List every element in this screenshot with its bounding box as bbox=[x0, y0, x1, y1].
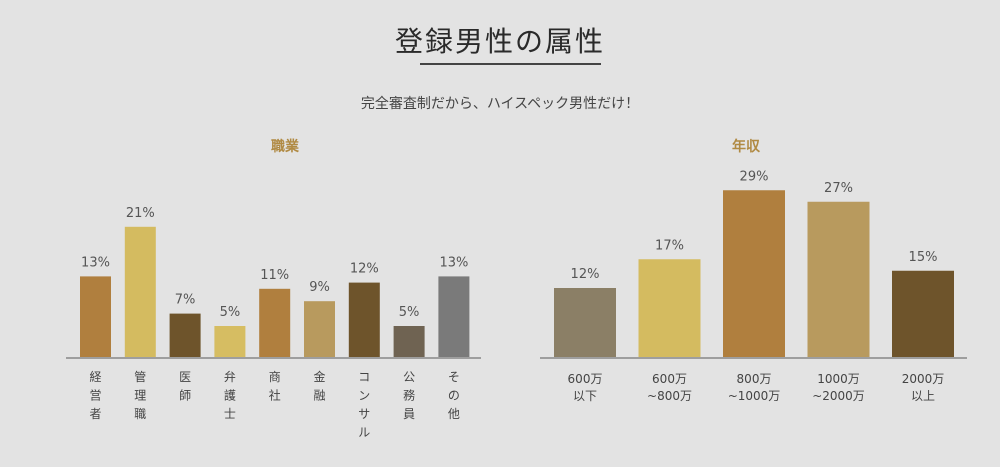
job-bar bbox=[348, 282, 380, 357]
income-category-label: ~1000万 bbox=[728, 389, 781, 403]
job-category-label: ル bbox=[358, 426, 370, 440]
job-category-label: 職 bbox=[134, 407, 146, 421]
job-value-label: 7% bbox=[175, 293, 196, 308]
job-category-label: 商 bbox=[269, 369, 281, 384]
income-category-label: ~800万 bbox=[647, 389, 692, 403]
income-category-label: ~2000万 bbox=[812, 389, 865, 403]
job-value-label: 13% bbox=[81, 255, 110, 270]
job-bar bbox=[169, 313, 201, 357]
job-value-label: 13% bbox=[439, 255, 468, 270]
income-category-label: 800万 bbox=[737, 372, 772, 386]
job-value-label: 5% bbox=[399, 305, 420, 320]
job-category-label: 者 bbox=[89, 407, 101, 421]
job-bar bbox=[438, 276, 470, 357]
job-category-label: 士 bbox=[224, 407, 236, 421]
job-bar bbox=[259, 288, 291, 357]
page-title: 登録男性の属性 bbox=[394, 25, 605, 58]
income-bar bbox=[723, 190, 785, 357]
income-bar bbox=[638, 259, 701, 357]
income-bar bbox=[554, 288, 616, 357]
job-category-label: 経 bbox=[89, 370, 101, 384]
income-value-label: 17% bbox=[655, 238, 684, 253]
job-bar bbox=[393, 326, 425, 357]
job-category-label: 医 bbox=[179, 370, 191, 384]
job-category-label: 公 bbox=[403, 370, 415, 384]
chart-title-occupation: 職業 bbox=[271, 139, 299, 155]
job-value-label: 11% bbox=[260, 268, 289, 283]
job-category-label: 金 bbox=[313, 369, 325, 384]
income-value-label: 29% bbox=[740, 169, 769, 184]
income-value-label: 15% bbox=[909, 250, 938, 265]
job-value-label: 9% bbox=[309, 280, 330, 295]
job-bar bbox=[214, 326, 246, 357]
job-value-label: 21% bbox=[126, 206, 155, 221]
income-category-label: 1000万 bbox=[817, 372, 860, 386]
job-category-label: サ bbox=[358, 407, 370, 421]
job-bar bbox=[80, 276, 111, 357]
income-category-label: 以上 bbox=[911, 389, 935, 403]
job-category-label: 弁 bbox=[224, 369, 236, 384]
job-category-label: 営 bbox=[89, 389, 101, 403]
job-category-label: コ bbox=[358, 370, 370, 384]
income-bar bbox=[892, 270, 954, 357]
job-category-label: 理 bbox=[134, 389, 146, 403]
job-category-label: 務 bbox=[403, 389, 415, 403]
income-bar bbox=[807, 201, 870, 357]
job-category-label: 他 bbox=[448, 407, 460, 421]
income-value-label: 12% bbox=[571, 267, 600, 282]
job-category-label: 社 bbox=[269, 388, 281, 403]
job-category-label: ン bbox=[358, 389, 370, 403]
job-category-label: 護 bbox=[224, 388, 236, 403]
job-value-label: 12% bbox=[350, 262, 379, 277]
job-category-label: 師 bbox=[179, 389, 191, 403]
income-value-label: 27% bbox=[824, 181, 853, 196]
chart-title-income: 年収 bbox=[732, 139, 760, 155]
income-category-label: 2000万 bbox=[902, 372, 945, 386]
income-category-label: 以下 bbox=[573, 389, 597, 403]
title-underline bbox=[420, 63, 601, 65]
job-category-label: そ bbox=[448, 370, 460, 384]
job-value-label: 5% bbox=[220, 305, 241, 320]
income-category-label: 600万 bbox=[568, 372, 603, 386]
income-category-label: 600万 bbox=[652, 372, 687, 386]
job-category-label: の bbox=[448, 389, 460, 403]
job-category-label: 融 bbox=[313, 389, 325, 403]
job-bar bbox=[304, 301, 335, 357]
page-subtitle: 完全審査制だから、ハイスペック男性だけ！ bbox=[360, 96, 640, 112]
job-category-label: 管 bbox=[134, 369, 146, 384]
job-category-label: 員 bbox=[403, 407, 415, 421]
job-bar bbox=[124, 226, 156, 357]
